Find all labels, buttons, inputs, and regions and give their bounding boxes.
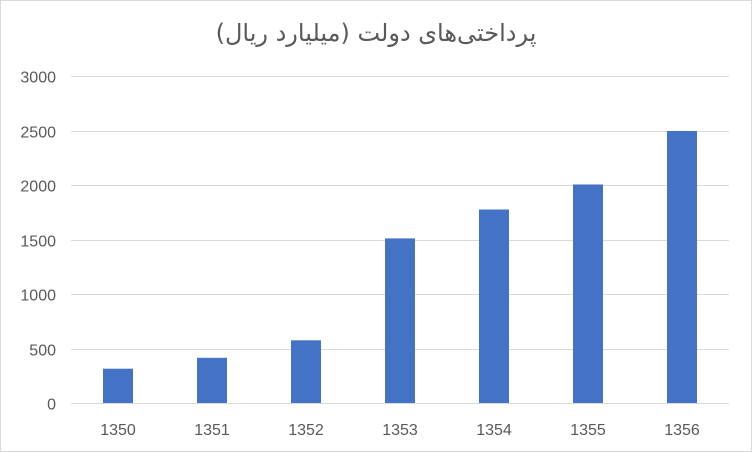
bar-1356 xyxy=(667,131,697,403)
y-tick-label: 2500 xyxy=(20,125,56,142)
x-tick-label: 1352 xyxy=(288,422,324,439)
x-tick-label: 1355 xyxy=(570,422,606,439)
y-tick-label: 1000 xyxy=(20,288,56,305)
y-tick-label: 500 xyxy=(29,343,56,360)
y-tick-label: 1500 xyxy=(20,234,56,251)
bar-1352 xyxy=(291,340,321,403)
x-tick-label: 1354 xyxy=(476,422,512,439)
chart-title: پرداختی‌های دولت (میلیارد ریال) xyxy=(215,19,537,47)
y-tick-label: 2000 xyxy=(20,179,56,196)
bar-1353 xyxy=(385,238,415,403)
x-tick-label: 1350 xyxy=(100,422,136,439)
bar-1354 xyxy=(479,209,509,403)
x-tick-label: 1356 xyxy=(664,422,700,439)
bar-1350 xyxy=(103,368,133,403)
x-tick-label: 1351 xyxy=(194,422,230,439)
y-tick-label: 3000 xyxy=(20,70,56,87)
bar-1355 xyxy=(573,184,603,403)
y-tick-label: 0 xyxy=(47,397,56,414)
bar-1351 xyxy=(197,357,227,403)
x-tick-label: 1353 xyxy=(382,422,418,439)
